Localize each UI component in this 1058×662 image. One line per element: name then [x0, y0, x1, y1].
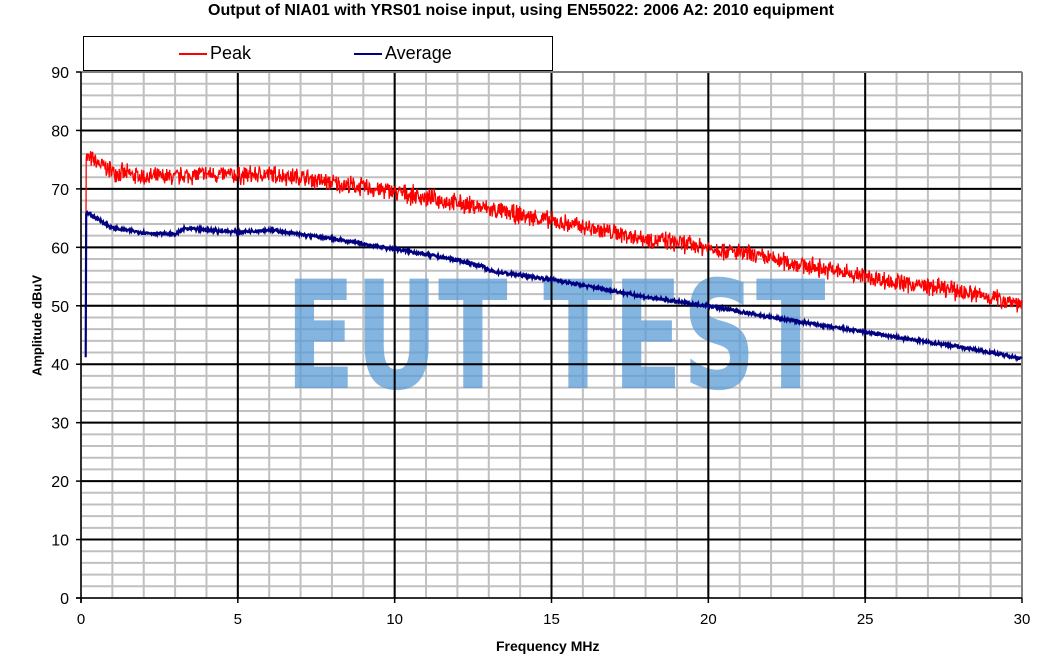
x-tick-label: 5	[234, 611, 242, 628]
chart-title: Output of NIA01 with YRS01 noise input, …	[208, 2, 834, 19]
y-tick-label: 90	[51, 65, 69, 82]
y-tick-label: 40	[51, 357, 69, 374]
x-tick-label: 0	[77, 611, 85, 628]
y-tick-label: 30	[51, 416, 69, 433]
average-swatch-icon	[354, 52, 382, 55]
x-tick-label: 25	[857, 611, 874, 628]
y-tick-label: 10	[51, 533, 69, 550]
legend-item-peak: Peak	[179, 43, 251, 64]
series-line-average	[84, 210, 1023, 363]
y-tick-label: 80	[51, 123, 69, 140]
watermark-text: EUT TEST	[286, 250, 826, 424]
x-axis-label: Frequency MHz	[496, 638, 600, 654]
legend-label-average: Average	[385, 43, 452, 63]
y-tick-label: 50	[51, 299, 69, 316]
x-tick-label: 15	[543, 611, 560, 628]
peak-swatch-icon	[179, 52, 207, 55]
series-line-peak	[85, 151, 1023, 314]
y-tick-label: 20	[51, 474, 69, 491]
y-tick-label: 60	[51, 240, 69, 257]
legend: Peak Average	[83, 36, 553, 71]
x-tick-label: 30	[1014, 611, 1031, 628]
y-axis-label: Amplitude dBuV	[29, 274, 45, 377]
legend-label-peak: Peak	[210, 43, 252, 63]
y-tick-label: 0	[60, 591, 69, 608]
legend-item-average: Average	[354, 43, 452, 64]
y-tick-label: 70	[51, 182, 69, 199]
x-tick-label: 10	[386, 611, 403, 628]
x-tick-label: 20	[700, 611, 717, 628]
